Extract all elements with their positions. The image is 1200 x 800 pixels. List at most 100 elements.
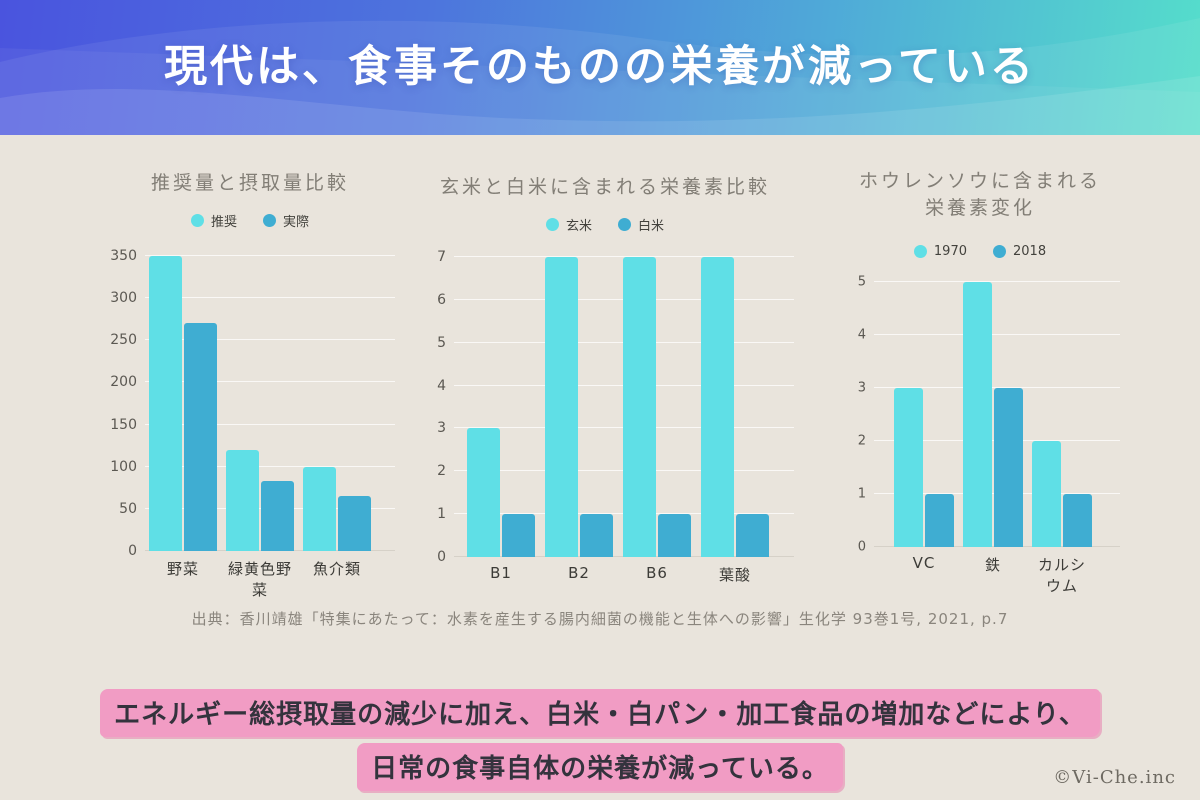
bar-白米 [502, 514, 535, 557]
bar-1970 [894, 388, 923, 547]
chart-title: 推奨量と摂取量比較 [150, 172, 349, 194]
bar-group [1032, 441, 1092, 547]
y-tick-label: 4 [857, 327, 866, 343]
legend-dot [913, 245, 927, 258]
copyright-label: ©Vi-Che.inc [1053, 767, 1176, 788]
chart-title: 玄米と白米に含まれる栄養素比較 [439, 176, 770, 198]
category-label: 葉酸 [718, 566, 751, 584]
y-tick-label: 150 [110, 416, 137, 433]
y-tick-label: 350 [110, 248, 137, 264]
y-tick-label: 1 [857, 486, 866, 502]
legend-dot [263, 214, 276, 227]
header-banner: 現代は、食事そのものの栄養が減っている [0, 0, 1200, 135]
y-tick-label: 0 [128, 543, 137, 559]
bar-推奨 [149, 256, 182, 551]
y-tick-label: 50 [119, 500, 137, 517]
grid-line [145, 297, 395, 299]
bar-玄米 [623, 257, 656, 557]
page-title: 現代は、食事そのものの栄養が減っている [164, 42, 1036, 92]
bar-玄米 [467, 428, 500, 557]
y-tick-label: 100 [110, 458, 137, 475]
category-label: VC [912, 554, 936, 572]
plot-area [145, 255, 395, 551]
chart-recommended-vs-intake: 推奨量と摂取量比較 推奨 実際 0 50 100 150 200 250 300 350 野菜 緑黄色野… [100, 170, 400, 600]
footer-highlight-line-1: エネルギー総摂取量の減少に加え、白米・白パン・加工食品の増加などにより、 [100, 689, 1100, 737]
y-tick-label: 6 [437, 291, 446, 308]
source-citation: 出典：香川靖雄「特集にあたって：水素を産生する腸内細菌の機能と生体への影響」生化… [191, 610, 1009, 628]
bar-2018 [925, 494, 954, 547]
bar-玄米 [701, 257, 734, 557]
bar-実際 [184, 323, 217, 551]
header-wave-decoration [0, 18, 1200, 135]
y-tick-label: 300 [110, 290, 137, 307]
category-labels: B1 B2 B6 葉酸 [454, 564, 795, 585]
bar-group [149, 256, 217, 551]
y-tick-label: 0 [857, 539, 866, 555]
y-axis-labels: 0 50 100 150 200 250 300 350 [105, 249, 145, 558]
plot-area [454, 256, 794, 557]
chart-plot: 0 1 2 3 4 5 [840, 276, 1140, 554]
category-label: 野菜 [166, 560, 199, 578]
bar-白米 [658, 514, 691, 557]
category-label: 魚介類 [312, 560, 361, 578]
y-tick-label: 7 [437, 249, 446, 265]
bar-1970 [1032, 441, 1061, 547]
y-tick-label: 2 [857, 433, 866, 449]
chart-spinach-nutrient-change: ホウレンソウに含まれる 栄養素変化 1970 2018 0 1 2 3 4 5 VC 鉄 カルシウム [820, 168, 1140, 596]
y-tick-label: 250 [110, 332, 137, 349]
grid-line [874, 334, 1120, 335]
legend-label: 白米 [638, 219, 665, 234]
y-tick-label: 3 [437, 420, 446, 437]
bar-白米 [580, 514, 613, 557]
y-tick-label: 0 [437, 549, 446, 565]
category-label: B2 [568, 564, 590, 582]
bar-group [226, 449, 294, 551]
y-axis-labels: 0 1 2 3 4 5 [840, 276, 874, 554]
legend-dot [618, 218, 631, 231]
category-labels: VC 鉄 カルシウム [874, 554, 1140, 596]
grid-line [145, 423, 395, 425]
category-label: カルシウム [1037, 556, 1086, 595]
legend-item: 2018 [993, 244, 1046, 259]
category-label: 緑黄色野菜 [227, 560, 292, 599]
chart-plot: 0 50 100 150 200 250 300 350 [105, 249, 400, 558]
chart-legend: 推奨 実際 [100, 211, 400, 230]
y-tick-label: 3 [857, 380, 866, 396]
legend-item: 玄米 [545, 215, 592, 234]
chart-brown-vs-white-rice: 玄米と白米に含まれる栄養素比較 玄米 白米 0 1 2 3 4 5 6 7 B1 B2 B6 葉酸 [415, 174, 795, 585]
grid-line [145, 465, 395, 467]
bar-group [701, 257, 769, 557]
bar-白米 [736, 514, 769, 557]
bar-推奨 [303, 466, 336, 551]
category-labels: 野菜 緑黄色野菜 魚介類 [145, 558, 400, 600]
legend-label: 1970 [933, 244, 967, 259]
y-axis-labels: 0 1 2 3 4 5 6 7 [416, 250, 454, 564]
bar-2018 [994, 388, 1023, 547]
category-label: B1 [490, 564, 512, 582]
y-tick-label: 5 [857, 274, 866, 290]
grid-line [874, 387, 1120, 388]
chart-legend: 玄米 白米 [415, 215, 795, 234]
bars-row [874, 282, 1120, 547]
footer-highlight-line-2: 日常の食事自体の栄養が減っている。 [357, 743, 843, 791]
legend-dot [190, 214, 204, 227]
footer-message: エネルギー総摂取量の減少に加え、白米・白パン・加工食品の増加などにより、 日常の… [0, 686, 1200, 794]
y-tick-label: 4 [437, 377, 446, 394]
chart-title: 栄養素変化 [924, 197, 1035, 219]
y-tick-label: 5 [437, 334, 446, 351]
bars-row [145, 256, 395, 551]
legend-item: 白米 [618, 215, 664, 234]
chart-title: ホウレンソウに含まれる [858, 170, 1101, 192]
legend-label: 実際 [283, 215, 310, 230]
bar-2018 [1063, 494, 1092, 547]
bar-group [623, 257, 691, 557]
legend-label: 玄米 [565, 219, 592, 234]
bars-row [454, 257, 794, 557]
category-label: 鉄 [984, 556, 1001, 574]
chart-legend: 1970 2018 [820, 244, 1140, 259]
bar-玄米 [545, 257, 578, 557]
grid-line [874, 281, 1120, 282]
bar-group [963, 282, 1023, 547]
grid-line [145, 381, 395, 383]
